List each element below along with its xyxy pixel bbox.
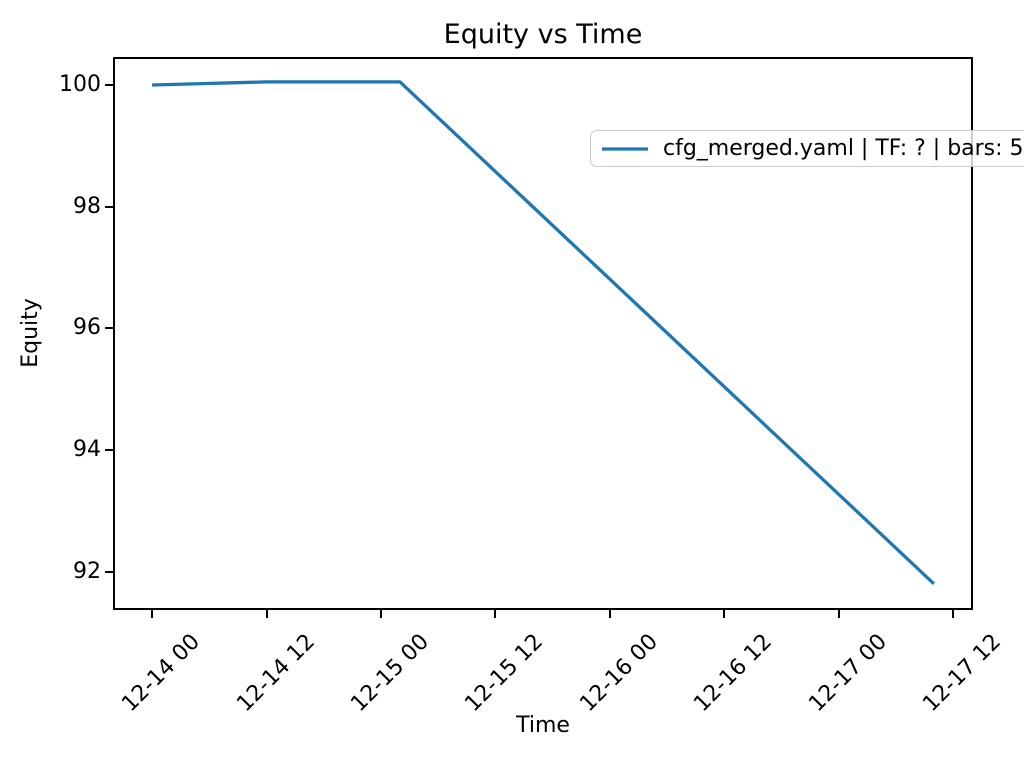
legend-line-sample-icon bbox=[602, 146, 648, 151]
chart-title: Equity vs Time bbox=[443, 19, 643, 50]
x-tick-mark bbox=[494, 610, 497, 618]
y-tick-mark bbox=[105, 83, 113, 86]
x-tick-mark bbox=[837, 610, 840, 618]
equity-line-series bbox=[152, 80, 936, 586]
equity-line-chart bbox=[152, 80, 936, 586]
y-tick-label: 92 bbox=[73, 558, 101, 584]
x-tick-mark bbox=[265, 610, 268, 618]
x-tick-label: 12-14 00 bbox=[117, 629, 206, 717]
y-tick-mark bbox=[105, 570, 113, 573]
y-tick-label: 98 bbox=[73, 193, 101, 219]
legend-box: cfg_merged.yaml | TF: ? | bars: 5000 bbox=[590, 130, 1024, 167]
x-axis-label: Time bbox=[516, 713, 570, 738]
y-tick-label: 100 bbox=[59, 71, 101, 97]
y-tick-mark bbox=[105, 327, 113, 330]
plot-area: cfg_merged.yaml | TF: ? | bars: 5000 bbox=[113, 57, 1024, 610]
y-tick-label: 94 bbox=[73, 437, 101, 462]
y-axis-label: Equity bbox=[18, 298, 43, 368]
x-tick-mark bbox=[608, 610, 611, 618]
y-tick-mark bbox=[105, 205, 113, 208]
x-tick-mark bbox=[151, 610, 154, 618]
y-tick-mark bbox=[105, 449, 113, 451]
legend-label: cfg_merged.yaml | TF: ? | bars: 5000 bbox=[663, 135, 1024, 161]
x-tick-mark bbox=[951, 610, 954, 618]
x-tick-mark bbox=[379, 610, 382, 618]
x-tick-mark bbox=[723, 610, 726, 618]
y-tick-label: 96 bbox=[73, 315, 101, 341]
